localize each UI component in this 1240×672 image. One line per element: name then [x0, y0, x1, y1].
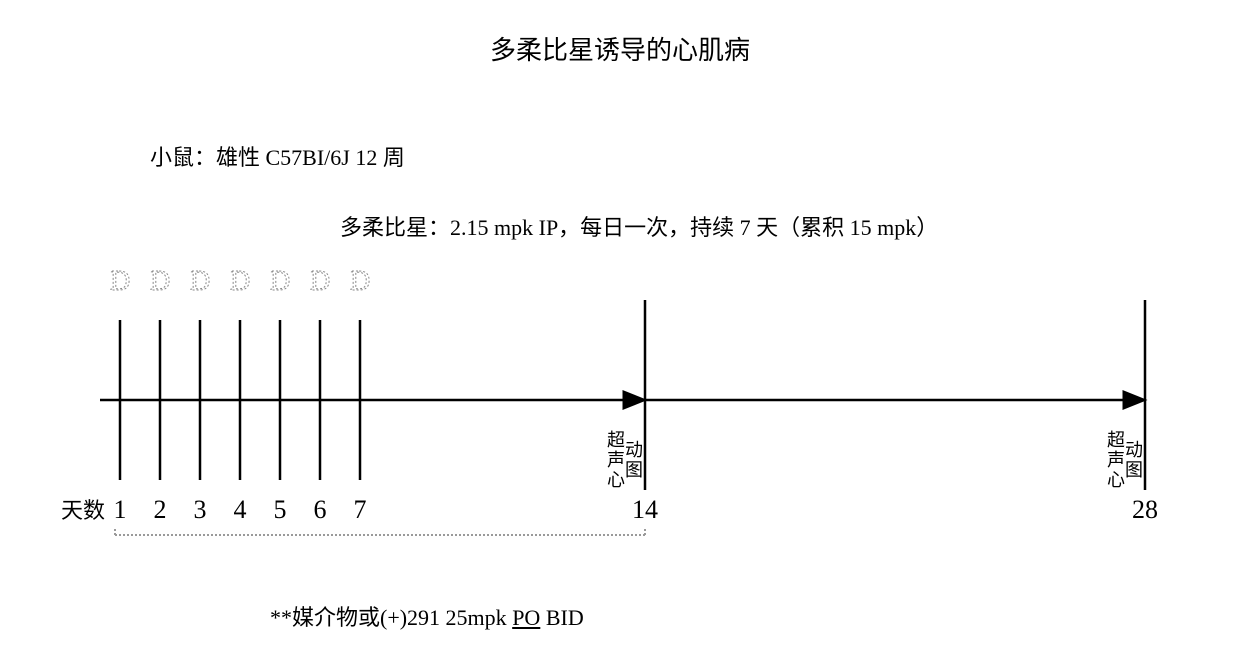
echo-label-col1: 超声心 [605, 430, 625, 490]
mouse-info-text: 小鼠：雄性 C57BI/6J 12 周 [150, 140, 405, 172]
d-letter: D [150, 266, 170, 297]
major-day-number: 28 [1132, 495, 1158, 524]
day-number: 6 [314, 495, 327, 524]
diagram-title: 多柔比星诱导的心肌病 [0, 30, 1240, 67]
echo-label-col1: 超声心 [1105, 430, 1125, 490]
d-letter: D [110, 266, 130, 297]
echo-label-col2: 动图 [1123, 440, 1143, 480]
footnote-underlined: PO [512, 605, 540, 630]
day-number: 5 [274, 495, 287, 524]
d-letter: D [310, 266, 330, 297]
footnote-text: **媒介物或(+)291 25mpk PO BID [270, 600, 584, 632]
day-number: 4 [234, 495, 247, 524]
d-letter: D [350, 266, 370, 297]
timeline-svg: D1D2D3D4D5D6D714超声心动图28超声心动图天数 [80, 260, 1180, 560]
days-axis-label: 天数 [61, 498, 105, 523]
day-number: 2 [154, 495, 167, 524]
d-letter: D [270, 266, 290, 297]
major-day-number: 14 [632, 495, 658, 524]
timeline-diagram: D1D2D3D4D5D6D714超声心动图28超声心动图天数 [80, 260, 1180, 560]
day-number: 3 [194, 495, 207, 524]
footnote-prefix: **媒介物或(+)291 25mpk [270, 605, 512, 630]
doxorubicin-info-text: 多柔比星：2.15 mpk IP，每日一次，持续 7 天（累积 15 mpk） [340, 210, 938, 242]
d-letter: D [190, 266, 210, 297]
footnote-suffix: BID [540, 605, 583, 630]
d-letter: D [230, 266, 250, 297]
day-number: 7 [354, 495, 367, 524]
echo-label-col2: 动图 [623, 440, 643, 480]
day-number: 1 [114, 495, 127, 524]
